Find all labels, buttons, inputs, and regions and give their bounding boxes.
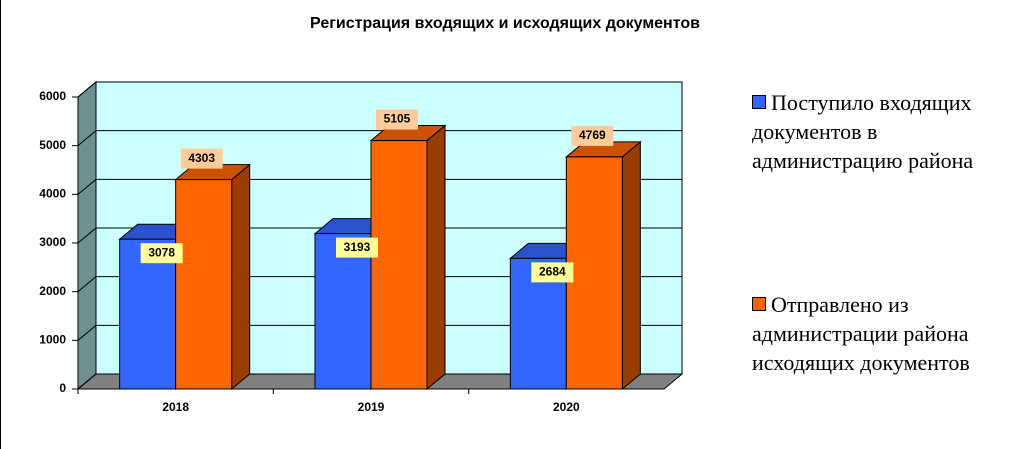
grid-line	[77, 130, 97, 147]
legend-key	[752, 297, 766, 311]
grid-line	[77, 373, 97, 390]
grid-line	[77, 324, 97, 341]
legend-entry: Отправлено из администрации района исход…	[752, 290, 1022, 377]
data-label: 3078	[148, 245, 175, 259]
legend-label: Отправлено из администрации района исход…	[752, 292, 970, 375]
bar	[119, 238, 177, 390]
data-label-box	[571, 125, 614, 146]
grid-line	[77, 178, 97, 195]
data-label-box	[180, 148, 223, 169]
legend-label: Поступило входящих документов в админист…	[752, 90, 974, 173]
y-tick-label: 6000	[39, 89, 66, 103]
chart: Регистрация входящих и исходящих докумен…	[0, 0, 700, 449]
bar	[175, 179, 233, 390]
x-tick-label: 2020	[553, 400, 580, 414]
y-tick-label: 2000	[39, 284, 66, 298]
grid-line	[77, 227, 97, 244]
y-tick-label: 5000	[39, 138, 66, 152]
data-label: 2684	[539, 265, 566, 279]
data-label-box	[140, 243, 183, 264]
legend-entry: Поступило входящих документов в админист…	[752, 88, 1022, 175]
bar-side	[426, 124, 446, 391]
data-label-box	[531, 262, 574, 283]
y-tick-label: 1000	[39, 333, 66, 347]
grid-line	[77, 276, 97, 293]
y-tick-label: 4000	[39, 187, 66, 201]
chart-title: Регистрация входящих и исходящих докумен…	[310, 15, 700, 32]
data-label: 4303	[188, 151, 215, 165]
bar-side	[231, 163, 251, 391]
legend-key	[752, 95, 766, 109]
y-tick-label: 3000	[39, 235, 66, 249]
x-tick-label: 2018	[162, 400, 189, 414]
bar	[314, 233, 372, 390]
y-tick-label: 0	[59, 381, 66, 395]
bar	[565, 156, 623, 390]
data-label: 3193	[344, 240, 371, 254]
grid-line	[77, 81, 97, 98]
data-label: 5105	[384, 112, 411, 126]
data-label: 4769	[579, 128, 606, 142]
x-tick-label: 2019	[358, 400, 385, 414]
data-label-box	[376, 109, 418, 130]
data-label-box	[336, 237, 378, 258]
bar	[370, 140, 428, 390]
bar-side	[621, 140, 641, 391]
